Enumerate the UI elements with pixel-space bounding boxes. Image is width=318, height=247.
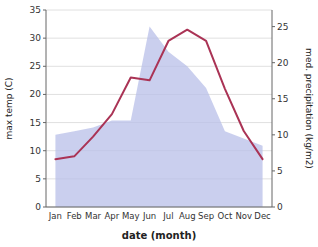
y-axis-label: max temp (C) <box>4 77 14 139</box>
grid <box>46 10 272 207</box>
y2-tick <box>272 170 275 171</box>
grid-line <box>46 10 272 11</box>
temperature-line <box>55 30 262 159</box>
y-tick <box>43 66 46 67</box>
y2-tick <box>272 207 275 208</box>
y-axis-line <box>46 10 47 207</box>
x-axis-label: date (month) <box>122 230 196 241</box>
y-tick <box>43 207 46 208</box>
y-tick <box>43 122 46 123</box>
x-tick-label: Apr <box>105 211 120 221</box>
background <box>0 0 318 247</box>
x-tick-label: Nov <box>235 211 252 221</box>
x-tick-label: Jan <box>48 211 62 221</box>
y-tick-label: 25 <box>30 61 41 71</box>
x-tick-label: Oct <box>218 211 233 221</box>
y-tick-label: 20 <box>30 89 42 99</box>
y-tick <box>43 10 46 11</box>
y-tick-label: 5 <box>35 174 41 184</box>
y2-tick-label: 20 <box>277 58 289 68</box>
y-tick-label: 15 <box>30 118 41 128</box>
x-tick-label: Jul <box>162 211 173 221</box>
x-tick-label: Dec <box>254 211 271 221</box>
x-tick-label: Mar <box>85 211 102 221</box>
x-tick-label: Jun <box>142 211 156 221</box>
plot-area <box>55 27 262 207</box>
y2-tick-label: 10 <box>277 130 289 140</box>
grid-line <box>46 207 272 208</box>
x-tick-label: Sep <box>198 211 214 221</box>
y-tick <box>43 150 46 151</box>
y-tick <box>43 94 46 95</box>
x-tick-label: Feb <box>67 211 82 221</box>
x-axis-line <box>46 207 272 208</box>
precipitation-area <box>55 27 262 207</box>
y2-axis-label: med. precipitation (kg/m2) <box>304 48 314 169</box>
axes: 051015202530350510152025JanFebMarAprMayJ… <box>30 5 289 221</box>
y-tick-label: 0 <box>35 202 41 212</box>
y-tick-label: 35 <box>30 5 41 15</box>
y-tick-label: 10 <box>30 146 42 156</box>
y2-tick <box>272 62 275 63</box>
x-tick-label: May <box>122 211 140 221</box>
x-tick-label: Aug <box>179 211 196 221</box>
y-tick <box>43 178 46 179</box>
y2-axis-line <box>272 10 273 207</box>
y2-tick-label: 0 <box>277 202 283 212</box>
y2-tick <box>272 134 275 135</box>
y2-tick-label: 15 <box>277 94 288 104</box>
y2-tick <box>272 98 275 99</box>
y2-tick-label: 5 <box>277 166 283 176</box>
y2-tick <box>272 26 275 27</box>
chart: 051015202530350510152025JanFebMarAprMayJ… <box>0 0 318 247</box>
y2-tick-label: 25 <box>277 22 288 32</box>
y-tick <box>43 38 46 39</box>
y-tick-label: 30 <box>30 33 42 43</box>
grid-line <box>46 38 272 39</box>
